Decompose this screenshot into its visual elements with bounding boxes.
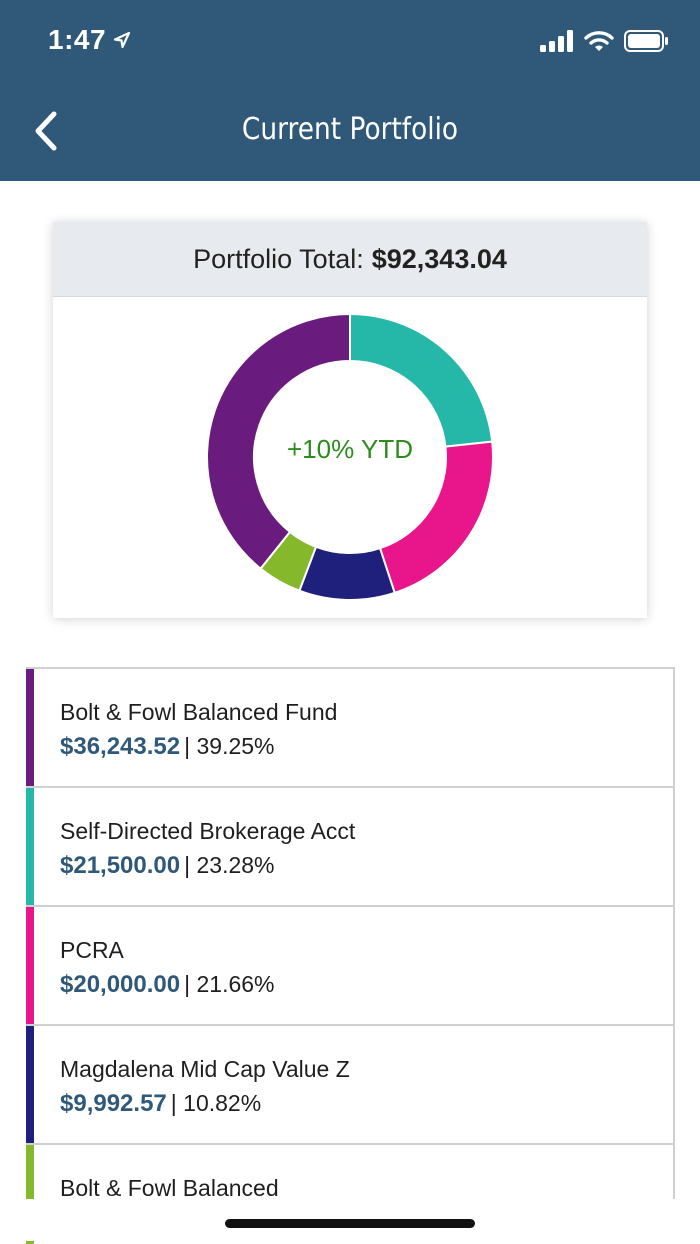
holding-amount: $9,992.57 <box>60 1090 167 1117</box>
status-icons <box>540 30 670 52</box>
holding-row[interactable]: Bolt & Fowl Balanced <box>26 1145 673 1199</box>
portfolio-total-header: Portfolio Total: $92,343.04 <box>53 222 647 297</box>
holding-row[interactable]: PCRA $20,000.00 | 21.66% <box>26 907 673 1026</box>
chevron-left-icon <box>35 111 57 151</box>
holding-color-bar <box>26 669 34 786</box>
holding-name: Bolt & Fowl Balanced Fund <box>60 699 338 725</box>
portfolio-total-value: $92,343.04 <box>371 243 507 274</box>
holding-name: Magdalena Mid Cap Value Z <box>60 1056 350 1082</box>
donut-slice[interactable] <box>349 312 494 448</box>
holding-name: Self-Directed Brokerage Acct <box>60 818 356 844</box>
holding-percent: | 10.82% <box>170 1090 262 1116</box>
holding-percent: | 21.66% <box>184 971 275 997</box>
holding-amount: $36,243.52 <box>60 733 181 760</box>
holding-color-bar <box>26 1145 34 1199</box>
location-arrow-icon <box>113 31 131 49</box>
holding-value-line: $9,992.57 | 10.82% <box>60 1090 261 1118</box>
holding-color-bar <box>26 788 34 905</box>
portfolio-total-label: Portfolio Total: <box>193 243 364 274</box>
battery-icon <box>624 30 668 52</box>
page-title: Current Portfolio <box>241 112 459 147</box>
back-button[interactable] <box>30 108 70 154</box>
status-time-text: 1:47 <box>48 24 107 55</box>
app-header: 1:47 Current Portfolio <box>0 0 700 181</box>
donut-slice[interactable] <box>206 312 351 571</box>
holding-color-bar <box>26 1026 34 1143</box>
list-color-sliver <box>26 1241 34 1244</box>
allocation-donut-chart[interactable] <box>53 297 647 618</box>
home-indicator <box>225 1219 475 1228</box>
holding-name: Bolt & Fowl Balanced <box>60 1175 279 1199</box>
holding-name: PCRA <box>60 937 124 963</box>
portfolio-summary-card: Portfolio Total: $92,343.04 +10% YTD <box>53 222 647 618</box>
wifi-icon <box>584 31 614 51</box>
holding-value-line: $21,500.00 | 23.28% <box>60 852 275 880</box>
holding-value-line: $36,243.52 | 39.25% <box>60 733 275 761</box>
holding-amount: $21,500.00 <box>60 852 181 879</box>
holding-row[interactable]: Self-Directed Brokerage Acct $21,500.00 | … <box>26 788 673 907</box>
holdings-list[interactable]: Bolt & Fowl Balanced Fund $36,243.52 | 39.… <box>26 667 675 1199</box>
holding-amount: $20,000.00 <box>60 971 181 998</box>
holding-percent: | 39.25% <box>184 733 275 759</box>
holding-row[interactable]: Magdalena Mid Cap Value Z $9,992.57 | 10.8… <box>26 1026 673 1145</box>
holding-row[interactable]: Bolt & Fowl Balanced Fund $36,243.52 | 39.… <box>26 669 673 788</box>
status-time: 1:47 <box>48 24 132 56</box>
holding-value-line: $20,000.00 | 21.66% <box>60 971 275 999</box>
holding-color-bar <box>26 907 34 1024</box>
holding-percent: | 23.28% <box>184 852 275 878</box>
cellular-signal-icon <box>540 30 573 52</box>
ytd-return-label: +10% YTD <box>287 434 413 464</box>
